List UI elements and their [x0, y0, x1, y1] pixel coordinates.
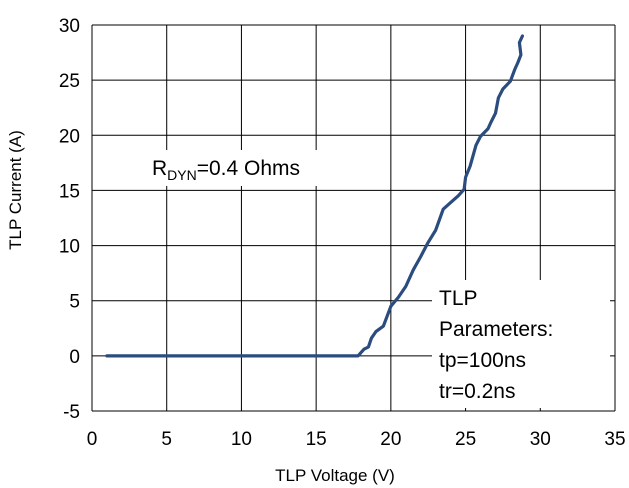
y-tick-label: 30	[59, 16, 80, 37]
y-tick-label: 5	[69, 292, 80, 313]
x-tick-label: 35	[604, 429, 625, 450]
param-line-3: tp=100ns	[439, 349, 526, 372]
series-line	[105, 34, 525, 358]
param-line-2: Parameters:	[439, 318, 553, 341]
param-line-1: TLP	[439, 287, 478, 310]
x-axis-title: TLP Voltage (V)	[275, 466, 395, 485]
y-tick-label: 15	[59, 181, 80, 202]
y-tick-labels: -5 0 5 10 15 20 25 30	[59, 16, 80, 423]
svg-text:RDYN=0.4 Ohms: RDYN=0.4 Ohms	[152, 157, 300, 183]
y-tick-label: 25	[59, 71, 80, 92]
y-axis-title: TLP Current (A)	[6, 130, 25, 250]
param-line-4: tr=0.2ns	[439, 380, 515, 403]
y-tick-label: 10	[59, 237, 80, 258]
grid	[91, 24, 616, 412]
parameters-annotation-background	[432, 280, 610, 408]
parameters-annotation: TLP Parameters: tp=100ns tr=0.2ns	[432, 280, 610, 408]
x-tick-label: 10	[231, 429, 252, 450]
x-tick-label: 15	[306, 429, 327, 450]
x-tick-label: 5	[161, 429, 172, 450]
y-tick-label: 0	[69, 347, 80, 368]
rdyn-annotation-r: R	[152, 157, 167, 180]
x-tick-labels: 0 5 10 15 20 25 30 35	[87, 429, 626, 450]
x-tick-label: 30	[530, 429, 551, 450]
rdyn-annotation-value: =0.4 Ohms	[197, 157, 300, 180]
x-tick-label: 0	[87, 429, 98, 450]
rdyn-annotation-background	[149, 150, 344, 186]
x-tick-label: 20	[380, 429, 401, 450]
x-tick-label: 25	[455, 429, 476, 450]
y-tick-label: -5	[63, 402, 80, 423]
y-tick-label: 20	[59, 126, 80, 147]
rdyn-annotation-subscript: DYN	[167, 167, 197, 183]
rdyn-annotation: RDYN=0.4 Ohms	[149, 150, 344, 186]
